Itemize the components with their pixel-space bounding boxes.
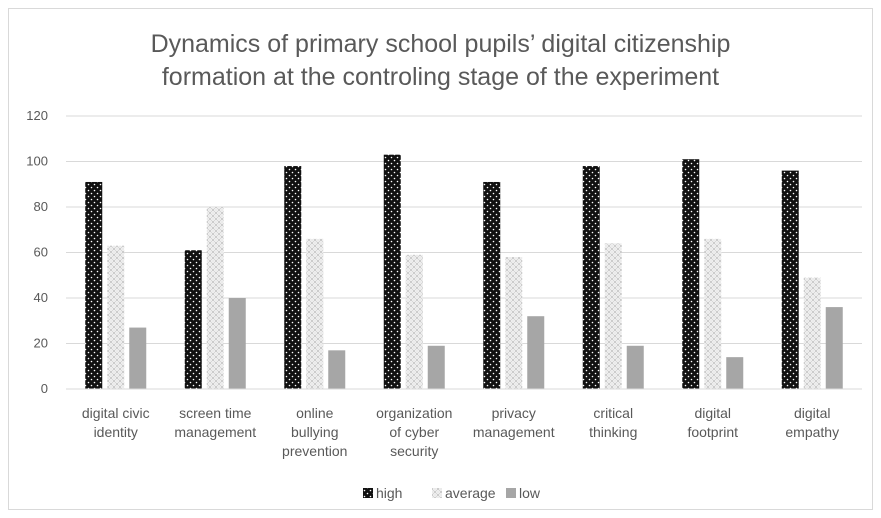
y-tick-label: 60 [34,245,48,260]
bar-low [129,327,147,389]
bar-average [405,254,423,389]
bar-low [626,345,644,389]
legend-label-high: high [376,485,402,501]
bar-average [704,238,722,389]
bar-high [383,154,401,389]
bar-low [825,307,843,389]
legend-swatch-high [363,488,373,498]
y-tick-label: 80 [34,199,48,214]
bar-low [228,298,246,389]
legend-label-low: low [519,485,541,501]
y-axis: 0 20 40 60 80 100 120 [26,108,48,396]
y-tick-label: 120 [26,108,48,123]
legend: high average low [363,485,541,501]
bar-average [505,257,523,389]
bar-high [781,170,799,389]
bar-high [184,250,202,389]
x-category-label: organization of cyber security [376,405,452,459]
legend-swatch-average [432,488,442,498]
bar-low [726,357,744,389]
x-category-label: screen time management [174,405,256,440]
chart-frame [8,8,873,510]
bar-average [604,243,622,389]
x-category-label: digital footprint [687,405,738,440]
bar-average [306,238,324,389]
legend-swatch-low [506,488,516,498]
bar-high [582,166,600,389]
y-tick-label: 40 [34,290,48,305]
y-tick-label: 100 [26,154,48,169]
x-category-label: digital civic identity [82,405,150,440]
bar-low [328,350,346,389]
bar-low [527,316,545,389]
x-category-label: privacy management [473,405,555,440]
bar-high [483,181,501,389]
bar-average [803,277,821,389]
bar-low [427,345,445,389]
y-tick-label: 20 [34,336,48,351]
x-category-label: online bullying prevention [282,405,347,459]
chart-title-line-2: formation at the controling stage of the… [161,63,720,91]
x-category-label: critical thinking [589,405,637,440]
bar-average [107,245,125,389]
chart-title: Dynamics of primary school pupils’ digit… [0,28,881,94]
bars [85,154,843,389]
chart-title-line-1: Dynamics of primary school pupils’ digit… [150,30,731,58]
x-axis: digital civic identity screen time manageme… [66,388,862,459]
bar-average [206,207,224,389]
x-category-label: digital empathy [785,405,839,440]
bar-high [284,166,302,389]
legend-label-average: average [445,485,496,501]
bar-high [85,181,103,389]
bar-high [682,159,700,389]
y-tick-label: 0 [41,381,48,396]
